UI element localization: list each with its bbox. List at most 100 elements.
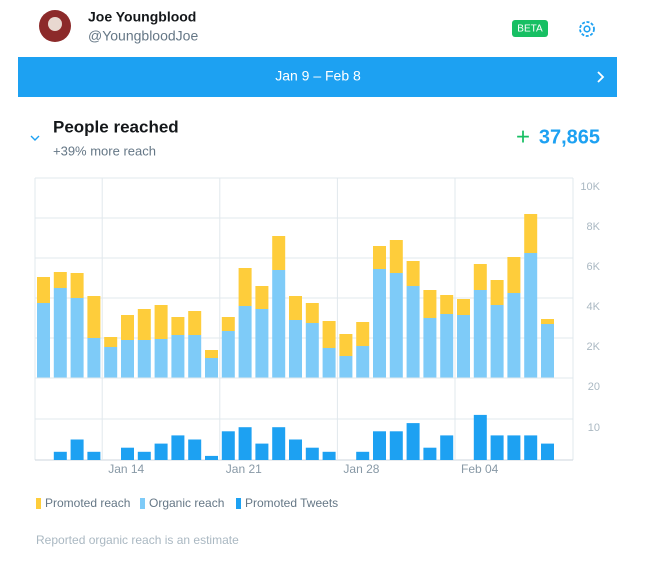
avatar-face [48,17,62,31]
bar-segment [423,318,437,378]
legend-swatch [140,498,145,509]
bar-segment [238,306,252,378]
bar-segment [104,337,118,347]
x-tick-label: Jan 21 [226,462,262,476]
bar-segment [188,335,202,378]
bar [406,423,420,460]
bar-segment [171,335,185,378]
bar-segment [87,296,101,338]
bar-segment [154,339,168,378]
bar [121,447,134,460]
bar [524,435,538,460]
bar-segment [221,317,235,331]
bar-segment [457,299,470,315]
bar-segment [524,214,538,253]
y-tick-label: 4K [587,301,601,313]
bar-segment [104,347,118,378]
bar-segment [423,290,437,318]
bar [221,431,235,460]
bar-segment [507,257,521,293]
bar [70,439,84,460]
y-tick-label: 20 [588,381,600,393]
bar [507,435,521,460]
bar-segment [507,293,521,378]
bar-segment [137,309,151,340]
bar-segment [53,272,67,288]
bar-segment [188,311,202,335]
bar [171,435,185,460]
bar-segment [389,240,403,273]
bar [473,414,487,460]
bar-segment [154,305,168,339]
bar-segment [289,320,302,378]
bar-segment [490,280,504,305]
bar [154,443,168,460]
bar-segment [406,261,420,286]
bar-segment [389,273,403,378]
bar-segment [473,290,487,378]
legend-label: Promoted Tweets [245,496,338,510]
legend-label: Promoted reach [45,496,130,510]
bar-segment [137,340,151,378]
settings-icon[interactable] [579,21,595,37]
legend-label: Organic reach [149,496,224,510]
bar [322,451,336,460]
next-arrow[interactable] [597,71,605,83]
bar [255,443,269,460]
bar [188,439,202,460]
bar-segment [524,253,538,378]
legend-swatch [36,498,41,509]
bar-segment [238,268,252,306]
bar-segment [255,286,269,309]
collapse-chevron[interactable] [30,135,40,141]
x-tick-label: Jan 28 [343,462,379,476]
y-tick-label: 10 [588,422,600,434]
y-tick-label: 6K [587,261,601,273]
bar [423,447,437,460]
bar [205,455,218,460]
y-tick-label: 10K [580,181,600,193]
bar [356,451,370,460]
bar-segment [356,322,370,346]
bar-segment [289,296,302,320]
footer-note: Reported organic reach is an estimate [36,533,239,547]
card-subtitle: +39% more reach [53,143,156,158]
user-handle: @YoungbloodJoe [88,28,198,44]
bar [305,447,319,460]
beta-text: BETA [517,24,543,35]
bar-segment [541,319,554,324]
bar [490,435,504,460]
bar [272,427,286,460]
bar-segment [121,340,134,378]
bar-segment [121,315,134,340]
bar-segment [272,270,286,378]
bar-segment [171,317,185,335]
x-tick-label: Feb 04 [461,462,499,476]
total-value: 37,865 [539,126,600,148]
bar-segment [440,314,454,378]
gear-center [583,25,591,33]
bar-segment [87,338,101,378]
bar-segment [339,334,353,356]
bar-segment [373,269,386,378]
bar [389,431,403,460]
bar-segment [322,348,336,378]
bar-segment [205,350,218,358]
date-range: Jan 9 – Feb 8 [275,68,361,84]
bar [541,443,554,460]
bar-segment [70,273,84,298]
beta-badge [512,20,548,37]
legend-swatch [236,498,241,509]
bar-segment [473,264,487,290]
bar-segment [305,303,319,323]
total-sign: + [516,123,530,150]
y-tick-label: 2K [587,341,601,353]
bar-segment [272,236,286,270]
bar [289,439,302,460]
bar-segment [70,298,84,378]
date-bar[interactable] [18,57,617,97]
bar-segment [305,323,319,378]
y-tick-label: 8K [587,221,601,233]
bar-segment [221,331,235,378]
